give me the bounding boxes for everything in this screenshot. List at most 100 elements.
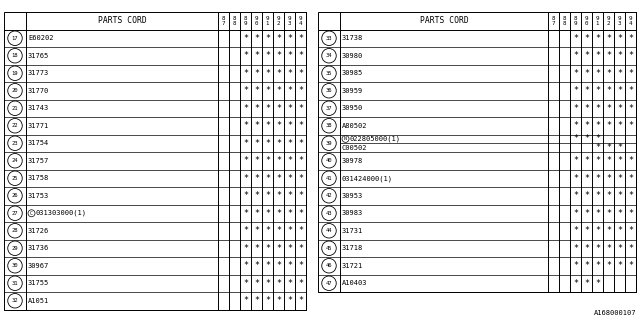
Text: *: * — [573, 34, 578, 43]
Text: A168000107: A168000107 — [593, 310, 636, 316]
Text: *: * — [243, 191, 248, 200]
Text: *: * — [254, 121, 259, 130]
Circle shape — [8, 49, 22, 63]
Text: *: * — [617, 143, 622, 152]
Circle shape — [8, 223, 22, 238]
Text: 26: 26 — [12, 193, 19, 198]
Bar — [318, 12, 636, 292]
Text: *: * — [276, 139, 281, 148]
Text: 31770: 31770 — [28, 88, 49, 94]
Text: *: * — [584, 261, 589, 270]
Text: *: * — [298, 121, 303, 130]
Text: *: * — [617, 174, 622, 183]
Text: *: * — [243, 86, 248, 95]
Text: 30953: 30953 — [342, 193, 364, 199]
Text: 45: 45 — [326, 246, 332, 251]
Circle shape — [8, 293, 22, 308]
Text: 9
3: 9 3 — [618, 16, 621, 26]
Text: 19: 19 — [12, 71, 19, 76]
Text: *: * — [254, 261, 259, 270]
Text: *: * — [606, 143, 611, 152]
Text: 8
7: 8 7 — [552, 16, 556, 26]
Text: *: * — [628, 174, 633, 183]
Text: N: N — [344, 136, 347, 141]
Text: *: * — [606, 86, 611, 95]
Text: 9
4: 9 4 — [299, 16, 302, 26]
Text: *: * — [265, 34, 270, 43]
Text: 31754: 31754 — [28, 140, 49, 146]
Text: *: * — [584, 244, 589, 253]
Text: *: * — [584, 51, 589, 60]
Text: *: * — [254, 69, 259, 78]
Text: *: * — [573, 226, 578, 235]
Text: *: * — [628, 104, 633, 113]
Text: 42: 42 — [326, 193, 332, 198]
Text: 41: 41 — [326, 176, 332, 181]
Text: 31753: 31753 — [28, 193, 49, 199]
Text: 21: 21 — [12, 106, 19, 111]
Circle shape — [8, 154, 22, 168]
Text: *: * — [617, 244, 622, 253]
Text: 38: 38 — [326, 123, 332, 128]
Text: *: * — [265, 261, 270, 270]
Text: A1051: A1051 — [28, 298, 49, 304]
Text: *: * — [628, 86, 633, 95]
Text: 30978: 30978 — [342, 158, 364, 164]
Text: 47: 47 — [326, 281, 332, 286]
Circle shape — [322, 84, 336, 98]
Text: *: * — [276, 174, 281, 183]
Text: *: * — [617, 191, 622, 200]
Circle shape — [8, 31, 22, 45]
Text: *: * — [243, 34, 248, 43]
Circle shape — [322, 49, 336, 63]
Text: *: * — [595, 143, 600, 152]
Text: *: * — [573, 191, 578, 200]
Text: *: * — [595, 134, 600, 143]
Text: 46: 46 — [326, 263, 332, 268]
Circle shape — [322, 223, 336, 238]
Text: 022805000(1): 022805000(1) — [350, 136, 401, 142]
Text: 9
3: 9 3 — [288, 16, 291, 26]
Text: *: * — [628, 261, 633, 270]
Text: *: * — [573, 209, 578, 218]
Text: 30983: 30983 — [342, 210, 364, 216]
Text: *: * — [265, 121, 270, 130]
Text: *: * — [287, 34, 292, 43]
Text: *: * — [265, 51, 270, 60]
Text: *: * — [265, 174, 270, 183]
Text: PARTS CORD: PARTS CORD — [420, 16, 468, 25]
Text: *: * — [617, 226, 622, 235]
Text: *: * — [298, 279, 303, 288]
Text: *: * — [265, 296, 270, 305]
Text: 31757: 31757 — [28, 158, 49, 164]
Text: *: * — [254, 226, 259, 235]
Text: 20: 20 — [12, 88, 19, 93]
Text: *: * — [276, 191, 281, 200]
Text: *: * — [628, 121, 633, 130]
Text: 37: 37 — [326, 106, 332, 111]
Text: *: * — [298, 34, 303, 43]
Text: *: * — [595, 86, 600, 95]
Text: *: * — [573, 156, 578, 165]
Text: *: * — [606, 209, 611, 218]
Text: *: * — [243, 226, 248, 235]
Text: *: * — [298, 104, 303, 113]
Text: *: * — [617, 209, 622, 218]
Text: *: * — [628, 244, 633, 253]
Text: *: * — [584, 121, 589, 130]
Circle shape — [8, 118, 22, 133]
Circle shape — [322, 118, 336, 133]
Circle shape — [322, 188, 336, 203]
Text: *: * — [276, 34, 281, 43]
Text: 39: 39 — [326, 141, 332, 146]
Text: *: * — [287, 174, 292, 183]
Text: *: * — [595, 174, 600, 183]
Text: *: * — [254, 104, 259, 113]
Text: *: * — [606, 51, 611, 60]
Text: *: * — [584, 34, 589, 43]
Text: 31738: 31738 — [342, 35, 364, 41]
Text: *: * — [628, 209, 633, 218]
Text: *: * — [276, 121, 281, 130]
Text: *: * — [254, 86, 259, 95]
Text: *: * — [265, 244, 270, 253]
